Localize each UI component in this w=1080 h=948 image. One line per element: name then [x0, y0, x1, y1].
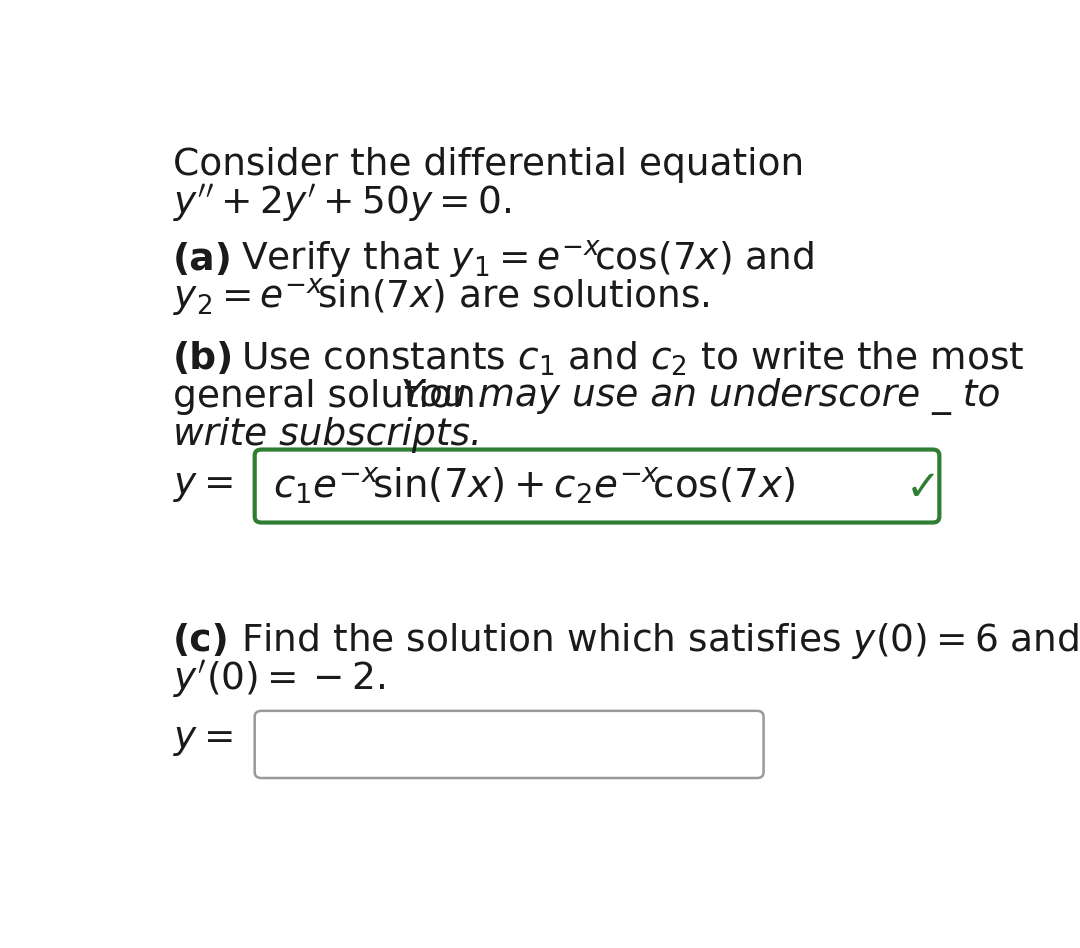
Text: $y'' + 2y' + 50y = 0.$: $y'' + 2y' + 50y = 0.$: [173, 182, 511, 224]
Text: write subscripts.: write subscripts.: [173, 417, 482, 453]
Text: (c): (c): [173, 623, 229, 659]
Text: Consider the differential equation: Consider the differential equation: [173, 147, 804, 183]
FancyBboxPatch shape: [255, 711, 764, 778]
Text: $y_2 = e^{-x}\!\sin(7x)$ are solutions.: $y_2 = e^{-x}\!\sin(7x)$ are solutions.: [173, 277, 710, 319]
Text: $\checkmark$: $\checkmark$: [905, 465, 935, 507]
Text: Use constants $c_1$ and $c_2$ to write the most: Use constants $c_1$ and $c_2$ to write t…: [241, 340, 1025, 378]
Text: $c_1 e^{-x}\!\sin(7x) + c_2 e^{-x}\!\cos(7x)$: $c_1 e^{-x}\!\sin(7x) + c_2 e^{-x}\!\cos…: [273, 465, 795, 506]
Text: (a): (a): [173, 242, 232, 278]
Text: Find the solution which satisfies $y(0) = 6$ and: Find the solution which satisfies $y(0) …: [241, 621, 1080, 661]
Text: Verify that $y_1 = e^{-x}\!\cos(7x)$ and: Verify that $y_1 = e^{-x}\!\cos(7x)$ and: [241, 239, 814, 281]
Text: $y'(0) = -2.$: $y'(0) = -2.$: [173, 659, 384, 701]
Text: $y = $: $y = $: [173, 722, 232, 758]
Text: $y = $: $y = $: [173, 468, 232, 504]
FancyBboxPatch shape: [255, 449, 940, 522]
Text: You may use an underscore _ to: You may use an underscore _ to: [401, 378, 1001, 415]
Text: general solution.: general solution.: [173, 379, 487, 415]
Text: (b): (b): [173, 341, 234, 377]
